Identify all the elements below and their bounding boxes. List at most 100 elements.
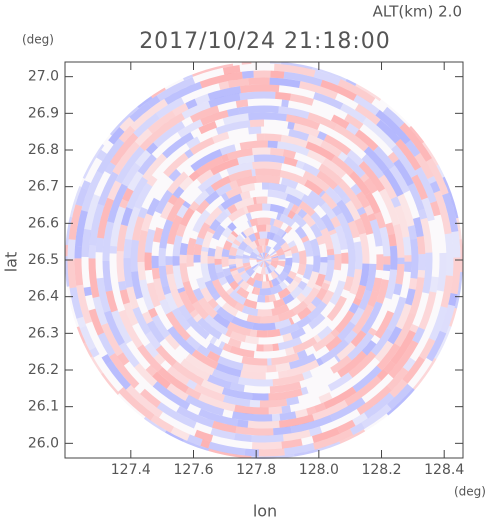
echo-segment xyxy=(258,253,264,260)
echo-segment xyxy=(250,251,259,258)
echo-segment xyxy=(241,356,268,366)
echo-segment xyxy=(304,179,324,196)
x-unit: (deg) xyxy=(454,485,486,499)
echo-segment xyxy=(421,197,435,222)
echo-segment xyxy=(123,238,133,259)
echo-segment xyxy=(235,248,245,257)
echo-segment xyxy=(97,171,119,207)
echo-segment xyxy=(280,177,299,190)
echo-segment xyxy=(240,231,247,239)
echo-segment xyxy=(221,226,233,239)
echo-segment xyxy=(182,280,199,305)
echo-segment xyxy=(257,254,264,260)
echo-segment xyxy=(302,263,314,281)
echo-segment xyxy=(270,70,285,79)
echo-segment xyxy=(367,327,377,337)
echo-segment xyxy=(287,121,295,130)
echo-segment xyxy=(151,314,171,339)
echo-segment xyxy=(272,243,282,252)
echo-segment xyxy=(268,406,283,415)
echo-segment xyxy=(111,310,133,345)
echo-segment xyxy=(367,290,380,308)
echo-segment xyxy=(210,175,232,192)
echo-segment xyxy=(312,428,354,450)
echo-segment xyxy=(204,206,223,227)
echo-segment xyxy=(265,224,272,233)
echo-segment xyxy=(119,289,131,305)
echo-segment xyxy=(221,192,230,202)
y-tick-label: 26.2 xyxy=(28,362,59,378)
echo-segment xyxy=(387,383,413,410)
echo-segment xyxy=(315,357,324,366)
echo-segment xyxy=(382,106,405,128)
echo-segment xyxy=(137,344,163,373)
echo-segment xyxy=(281,438,303,449)
echo-segment xyxy=(307,112,338,131)
echo-segment xyxy=(416,236,426,255)
echo-segment xyxy=(330,232,342,255)
echo-segment xyxy=(269,225,280,235)
echo-segment xyxy=(283,156,298,167)
echo-segment xyxy=(354,103,381,126)
echo-segment xyxy=(323,386,357,410)
echo-segment xyxy=(271,260,279,265)
echo-segment xyxy=(216,271,225,280)
echo-segment xyxy=(163,152,189,178)
echo-segment xyxy=(290,327,306,340)
echo-segment xyxy=(259,398,288,408)
echo-segment xyxy=(312,332,336,352)
echo-segment xyxy=(103,310,125,346)
echo-segment xyxy=(107,180,122,201)
echo-segment xyxy=(231,316,254,330)
echo-segment xyxy=(146,320,165,343)
echo-segment xyxy=(229,330,247,343)
echo-segment xyxy=(334,355,341,363)
echo-segment xyxy=(300,386,309,396)
echo-segment xyxy=(196,169,214,185)
echo-segment xyxy=(312,255,321,273)
echo-segment xyxy=(147,95,161,108)
echo-segment xyxy=(408,277,418,290)
echo-segment xyxy=(150,414,174,433)
echo-segment xyxy=(130,98,169,131)
echo-segment xyxy=(178,290,196,314)
echo-segment xyxy=(358,160,386,193)
echo-segment xyxy=(74,258,84,286)
echo-segment xyxy=(152,371,171,389)
echo-segment xyxy=(102,221,115,262)
echo-segment xyxy=(206,350,221,363)
echo-segment xyxy=(282,264,292,275)
echo-segment xyxy=(451,231,461,258)
echo-segment xyxy=(271,304,290,316)
echo-segment xyxy=(166,273,178,291)
echo-segment xyxy=(259,287,272,296)
x-tick-label: 128.4 xyxy=(424,462,464,478)
echo-segment xyxy=(228,169,253,183)
echo-segment xyxy=(270,147,285,157)
echo-segment xyxy=(256,259,264,265)
echo-segment xyxy=(104,162,116,175)
echo-segment xyxy=(296,315,312,329)
echo-segment xyxy=(320,338,350,364)
y-tick-label: 26.3 xyxy=(28,325,59,341)
echo-segment xyxy=(154,189,173,215)
echo-segment xyxy=(139,138,153,152)
echo-segment xyxy=(67,259,77,289)
echo-segment xyxy=(275,91,292,101)
echo-segment xyxy=(395,263,405,285)
echo-segment xyxy=(348,170,371,196)
echo-segment xyxy=(315,273,326,287)
echo-segment xyxy=(338,180,364,211)
echo-segment xyxy=(176,204,189,219)
echo-segment xyxy=(221,302,239,317)
echo-segment xyxy=(229,265,237,270)
echo-segment xyxy=(352,297,362,306)
echo-segment xyxy=(231,411,273,422)
echo-segment xyxy=(223,394,251,407)
echo-segment xyxy=(418,291,437,330)
echo-segment xyxy=(155,97,185,119)
echo-segment xyxy=(245,212,253,221)
echo-segment xyxy=(156,76,196,102)
echo-segment xyxy=(317,325,333,341)
echo-segment xyxy=(193,383,226,402)
